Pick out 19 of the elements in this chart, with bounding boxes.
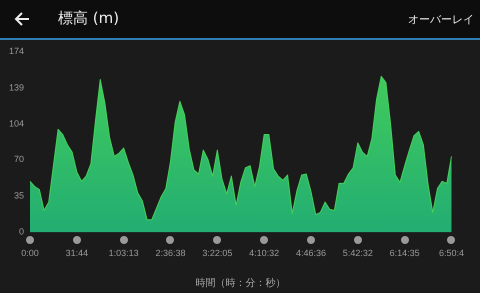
x-tick-label: 5:42:32 <box>342 248 373 258</box>
x-axis-title: 時間（時：分：秒） <box>196 276 286 289</box>
x-tick-label: 6:14:35 <box>390 248 420 258</box>
y-tick-label: 104 <box>8 118 24 129</box>
x-tick-label: 6:50:4 <box>438 248 464 258</box>
x-tick-label: 2:36:38 <box>155 248 186 258</box>
y-tick-label: 139 <box>8 82 24 92</box>
x-tick-label: 4:46:36 <box>296 248 326 258</box>
y-tick-label: 0 <box>18 226 24 237</box>
x-tick-label: 31:44 <box>66 248 88 258</box>
x-tick-label: 4:10:32 <box>249 248 280 258</box>
chart-title: 標高 (m) <box>58 9 120 28</box>
x-tick-label: 1:03:13 <box>108 248 139 258</box>
y-tick-label: 174 <box>8 46 24 56</box>
y-tick-label: 35 <box>14 190 24 200</box>
x-tick-label: 0:00 <box>21 248 39 258</box>
y-tick-label: 70 <box>14 154 24 164</box>
text: オーバーレイ <box>408 12 474 27</box>
x-tick-label: 3:22:05 <box>202 248 232 258</box>
